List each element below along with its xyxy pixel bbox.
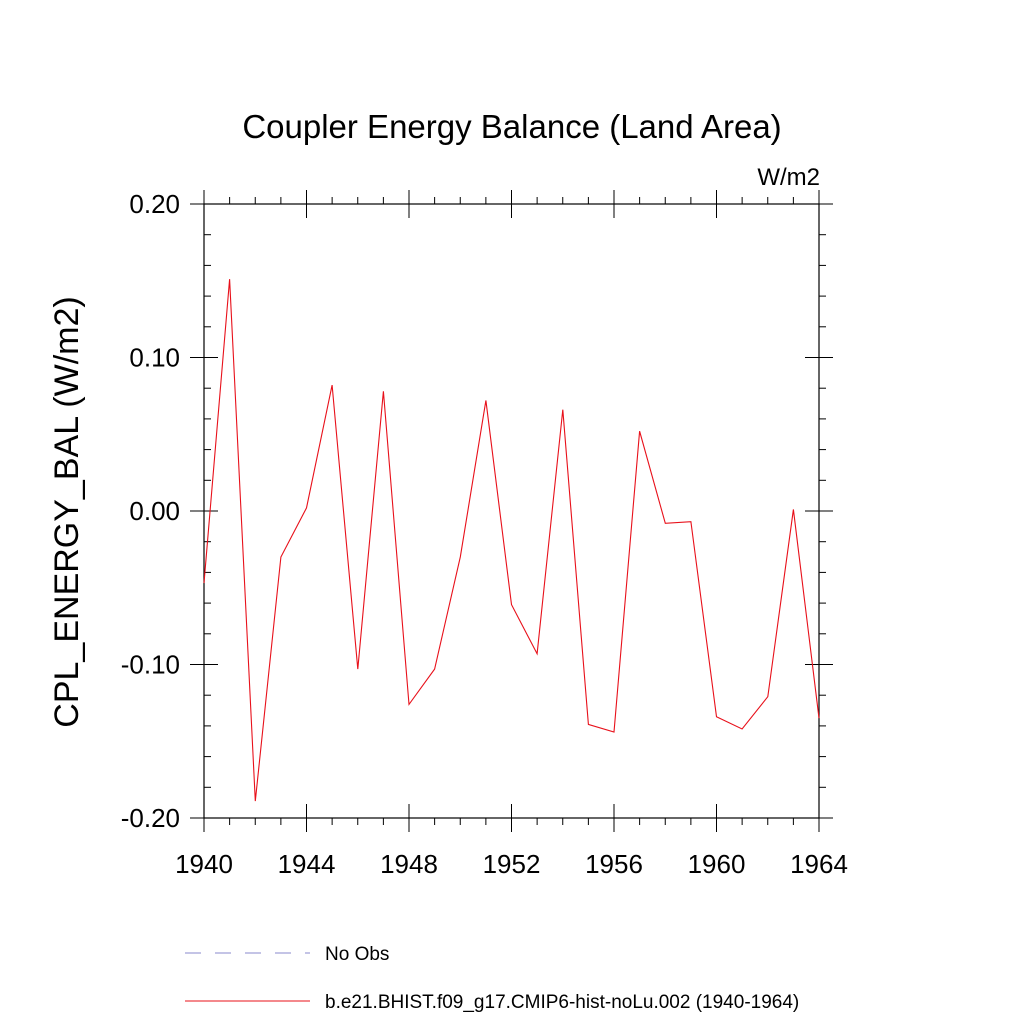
x-tick-label: 1960 bbox=[688, 849, 746, 879]
x-tick-label: 1940 bbox=[175, 849, 233, 879]
plot-area bbox=[203, 279, 820, 802]
y-tick-label: -0.20 bbox=[121, 803, 180, 833]
x-tick-label: 1944 bbox=[278, 849, 336, 879]
legend-label: No Obs bbox=[325, 944, 389, 965]
series-line bbox=[203, 279, 820, 802]
units-label: W/m2 bbox=[757, 164, 820, 191]
chart-title: Coupler Energy Balance (Land Area) bbox=[242, 108, 781, 145]
y-tick-label: -0.10 bbox=[121, 650, 180, 680]
axes: 1940 1944 1948 1952 1956 1960 1964 -0.20 -0.10 0.… bbox=[121, 189, 848, 879]
x-tick-label: 1964 bbox=[790, 849, 848, 879]
legend-label: b.e21.BHIST.f09_g17.CMIP6-hist-noLu.002 … bbox=[325, 992, 799, 1013]
x-tick-label: 1952 bbox=[483, 849, 541, 879]
x-tick-label: 1948 bbox=[380, 849, 438, 879]
plot-frame bbox=[203, 203, 820, 819]
y-axis-label: CPL_ENERGY_BAL (W/m2) bbox=[48, 296, 86, 727]
y-tick-label: 0.20 bbox=[129, 189, 180, 219]
x-tick-label: 1956 bbox=[585, 849, 643, 879]
legend: No Obs b.e21.BHIST.f09_g17.CMIP6-hist-noL… bbox=[185, 944, 799, 1013]
y-tick-label: 0.00 bbox=[129, 496, 180, 526]
y-tick-label: 0.10 bbox=[129, 343, 180, 373]
